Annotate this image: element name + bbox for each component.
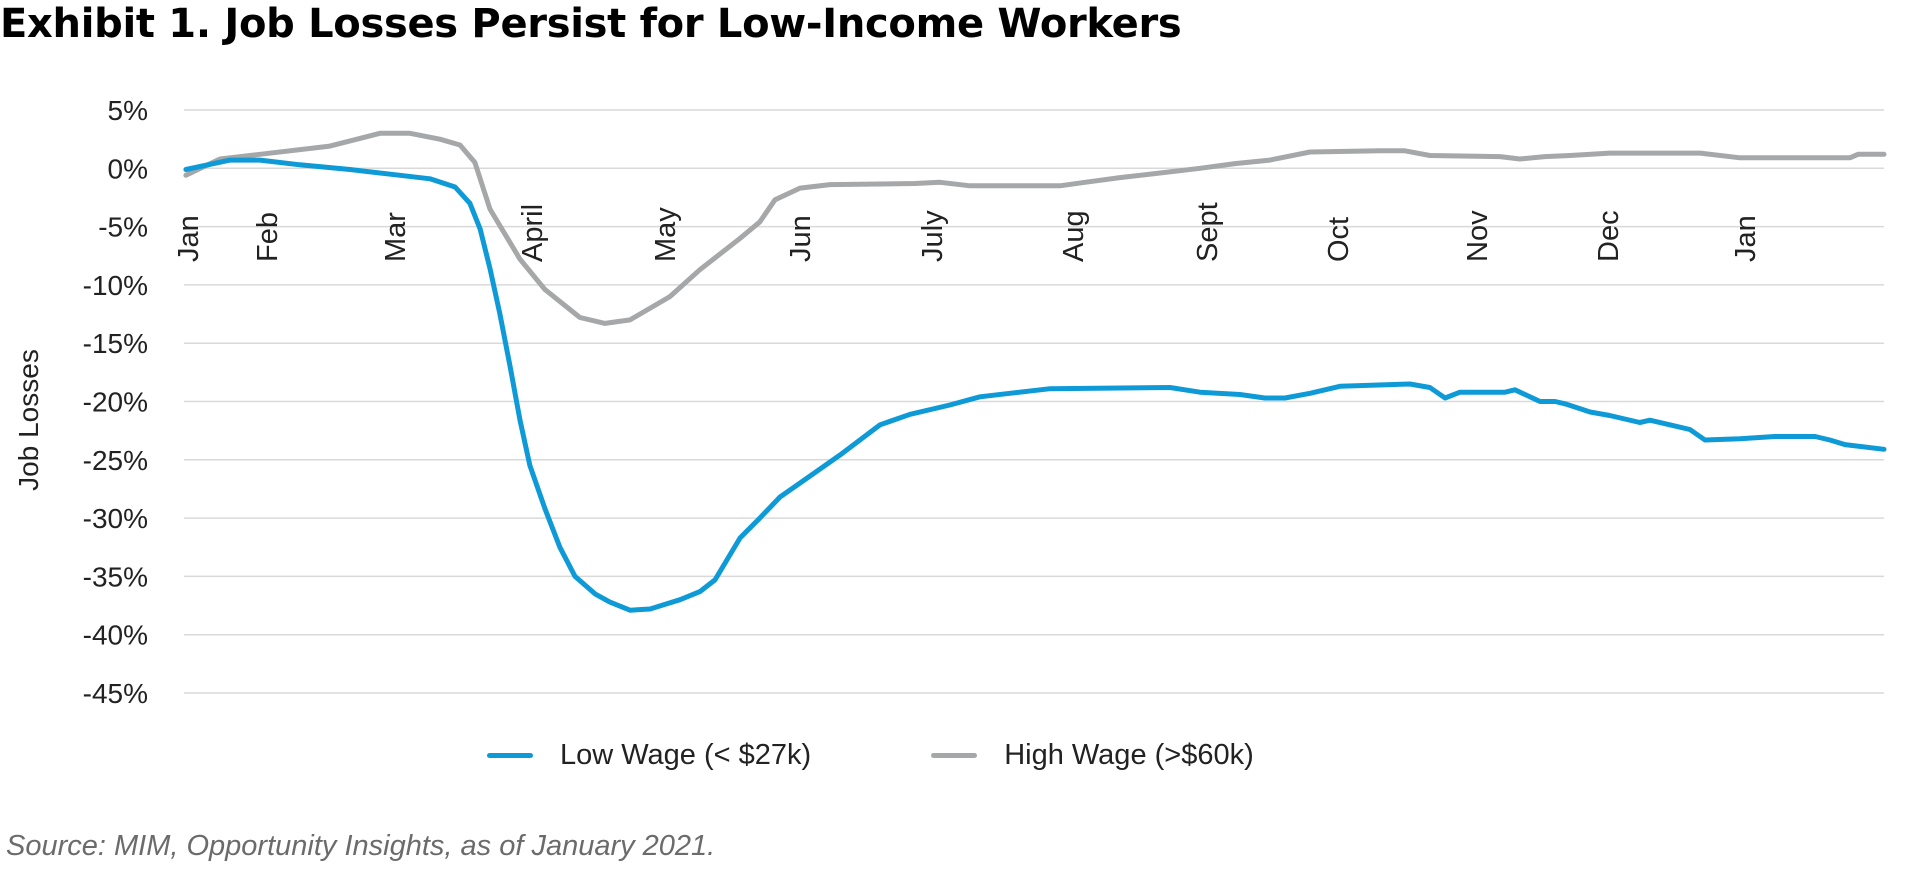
y-tick-label: 0% xyxy=(108,153,148,184)
legend-swatch-high-wage xyxy=(931,752,978,758)
legend-swatch-low-wage xyxy=(487,752,533,758)
y-axis-tick-labels: 5% 0% -5% -10% -15% -20% -25% -30% -35% -40% -45% xyxy=(83,95,148,709)
y-tick-label: -25% xyxy=(83,445,148,476)
source-note: Source: MIM, Opportunity Insights, as of… xyxy=(6,830,716,862)
y-tick-label: -5% xyxy=(98,212,148,243)
y-tick-label: -30% xyxy=(83,503,148,534)
x-tick-label: Jan xyxy=(1730,215,1762,262)
gridlines xyxy=(184,109,1884,694)
x-tick-label: Jun xyxy=(785,215,817,262)
chart-title: Exhibit 1. Job Losses Persist for Low-In… xyxy=(0,1,1182,47)
y-axis-label: Job Losses xyxy=(13,349,44,491)
series-lines xyxy=(183,130,1887,613)
x-tick-label: Oct xyxy=(1323,217,1355,262)
x-tick-label: Aug xyxy=(1058,210,1090,262)
y-tick-label: -10% xyxy=(83,270,148,301)
x-axis-tick-labels: Jan Feb Mar April May Jun July Aug Sept Oct Nov Dec… xyxy=(173,202,1762,262)
y-tick-label: -35% xyxy=(83,561,148,592)
x-tick-label: April xyxy=(517,204,549,262)
legend-label-high-wage: High Wage (>$60k) xyxy=(1004,738,1254,771)
x-tick-label: July xyxy=(917,210,949,262)
x-tick-label: Feb xyxy=(252,212,284,262)
legend-label-low-wage: Low Wage (< $27k) xyxy=(560,738,812,771)
y-tick-label: 5% xyxy=(108,95,148,126)
x-tick-label: Sept xyxy=(1192,202,1224,262)
legend-item-low-wage: Low Wage (< $27k) xyxy=(487,739,811,772)
x-tick-label: Dec xyxy=(1593,210,1625,262)
y-tick-label: -20% xyxy=(83,387,148,418)
x-tick-label: May xyxy=(650,207,682,262)
x-tick-label: Jan xyxy=(173,215,205,262)
x-tick-label: Nov xyxy=(1462,210,1494,262)
legend-item-high-wage: High Wage (>$60k) xyxy=(931,739,1254,772)
y-tick-label: -45% xyxy=(83,678,148,709)
series-line-high-wage xyxy=(183,130,1887,326)
y-tick-label: -15% xyxy=(83,328,148,359)
y-tick-label: -40% xyxy=(83,620,148,651)
x-tick-label: Mar xyxy=(380,212,412,262)
series-line-low-wage xyxy=(183,157,1887,613)
legend: Low Wage (< $27k) High Wage (>$60k) xyxy=(487,733,1254,777)
